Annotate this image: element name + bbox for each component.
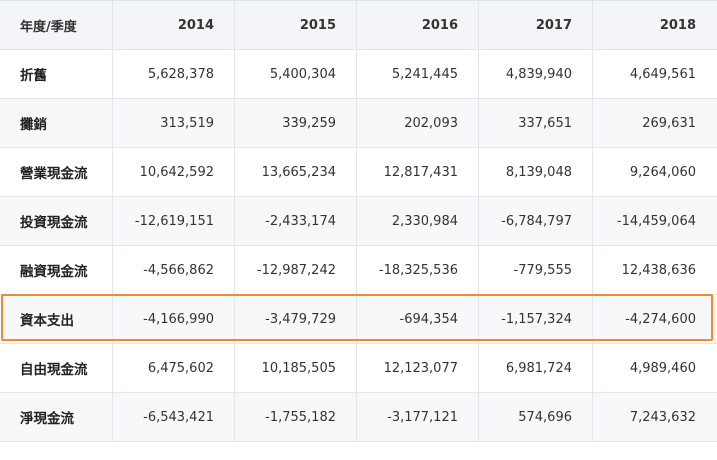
table-cell: -12,987,242 bbox=[235, 246, 357, 294]
table-cell: 8,139,048 bbox=[479, 148, 593, 196]
table-cell: 13,665,234 bbox=[235, 148, 357, 196]
table-cell: -12,619,151 bbox=[113, 197, 235, 245]
table-cell: -6,543,421 bbox=[113, 393, 235, 441]
row-label: 資本支出 bbox=[0, 295, 113, 343]
table-cell: 12,438,636 bbox=[621, 262, 696, 278]
table-cell: 10,642,592 bbox=[113, 148, 235, 196]
row-label: 融資現金流 bbox=[0, 246, 113, 294]
table-cell: -18,325,536 bbox=[357, 246, 479, 294]
row-label: 折舊 bbox=[0, 50, 113, 98]
table-cell: 2,330,984 bbox=[357, 197, 479, 245]
table-cell: 4,649,561 bbox=[629, 66, 696, 82]
table-cell: -779,555 bbox=[479, 246, 593, 294]
table-cell: 4,989,460 bbox=[629, 360, 696, 376]
table-cell: 202,093 bbox=[357, 99, 479, 147]
table-cell: 5,241,445 bbox=[357, 50, 479, 98]
header-cell-year: 2015 bbox=[235, 1, 357, 49]
table-row-capital-expenditure: 資本支出 -4,166,990 -3,479,729 -694,354 -1,1… bbox=[0, 295, 717, 344]
header-cell-year: 2016 bbox=[357, 1, 479, 49]
table-cell: 9,264,060 bbox=[629, 164, 696, 180]
row-label: 投資現金流 bbox=[0, 197, 113, 245]
header-cell-year: 2017 bbox=[479, 1, 593, 49]
table-cell: 12,817,431 bbox=[357, 148, 479, 196]
table-cell: -4,166,990 bbox=[113, 295, 235, 343]
row-label: 攤銷 bbox=[0, 99, 113, 147]
header-cell-year: 2014 bbox=[113, 1, 235, 49]
table-cell: 5,628,378 bbox=[113, 50, 235, 98]
table-cell: 6,475,602 bbox=[113, 344, 235, 392]
table-cell: -1,755,182 bbox=[235, 393, 357, 441]
table-row-depreciation: 折舊 5,628,378 5,400,304 5,241,445 4,839,9… bbox=[0, 50, 717, 99]
row-label: 自由現金流 bbox=[0, 344, 113, 392]
table-cell: 574,696 bbox=[479, 393, 593, 441]
table-cell: 6,981,724 bbox=[479, 344, 593, 392]
table-cell: 7,243,632 bbox=[629, 409, 696, 425]
table-cell: 12,123,077 bbox=[357, 344, 479, 392]
table-cell: -1,157,324 bbox=[479, 295, 593, 343]
table-cell: -694,354 bbox=[357, 295, 479, 343]
table-cell: -2,433,174 bbox=[235, 197, 357, 245]
table-header-row: 年度/季度 2014 2015 2016 2017 2018 bbox=[0, 1, 717, 50]
row-label: 淨現金流 bbox=[0, 393, 113, 441]
table-cell: -14,459,064 bbox=[616, 213, 696, 229]
header-cell-year: 2018 bbox=[659, 17, 696, 33]
table-row-net-cash-flow: 淨現金流 -6,543,421 -1,755,182 -3,177,121 57… bbox=[0, 393, 717, 442]
table-cell: -3,177,121 bbox=[357, 393, 479, 441]
header-cell-period: 年度/季度 bbox=[0, 1, 113, 49]
table-cell: -4,274,600 bbox=[625, 311, 696, 327]
table-row-financing-cash-flow: 融資現金流 -4,566,862 -12,987,242 -18,325,536… bbox=[0, 246, 717, 295]
table-cell: 10,185,505 bbox=[235, 344, 357, 392]
table-cell: 339,259 bbox=[235, 99, 357, 147]
table-cell: 269,631 bbox=[642, 115, 696, 131]
table-cell: -4,566,862 bbox=[113, 246, 235, 294]
row-label: 營業現金流 bbox=[0, 148, 113, 196]
table-cell: 337,651 bbox=[479, 99, 593, 147]
table-row-free-cash-flow: 自由現金流 6,475,602 10,185,505 12,123,077 6,… bbox=[0, 344, 717, 393]
table-cell: 5,400,304 bbox=[235, 50, 357, 98]
table-row-investing-cash-flow: 投資現金流 -12,619,151 -2,433,174 2,330,984 -… bbox=[0, 197, 717, 246]
table-row-operating-cash-flow: 營業現金流 10,642,592 13,665,234 12,817,431 8… bbox=[0, 148, 717, 197]
table-cell: -3,479,729 bbox=[235, 295, 357, 343]
table-row-amortization: 攤銷 313,519 339,259 202,093 337,651 269,6… bbox=[0, 99, 717, 148]
table-cell: 4,839,940 bbox=[479, 50, 593, 98]
table-cell: 313,519 bbox=[113, 99, 235, 147]
table-cell: -6,784,797 bbox=[479, 197, 593, 245]
